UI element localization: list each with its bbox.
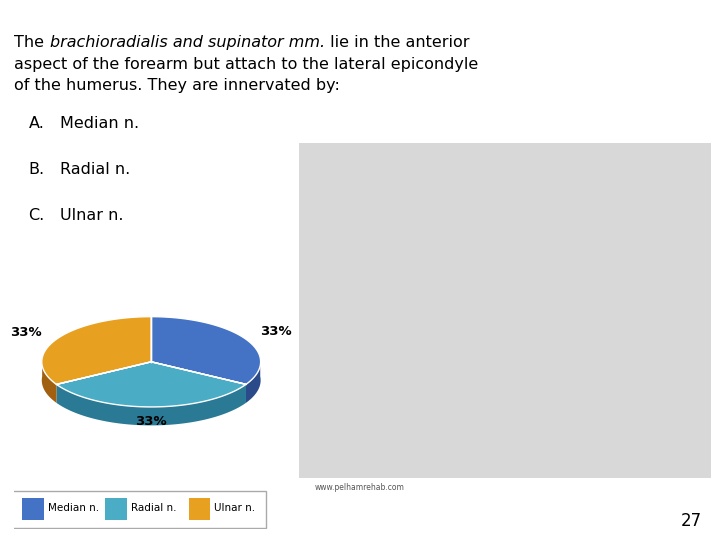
Polygon shape [42, 316, 151, 384]
Text: of the humerus. They are innervated by:: of the humerus. They are innervated by: [14, 78, 341, 93]
Text: The: The [14, 35, 50, 50]
Text: Median n.: Median n. [60, 116, 140, 131]
Polygon shape [56, 362, 246, 407]
Text: 27: 27 [681, 512, 703, 530]
Polygon shape [151, 316, 261, 384]
Text: Ulnar n.: Ulnar n. [60, 208, 124, 223]
Text: B.: B. [29, 162, 45, 177]
Text: brachioradialis and supinator mm.: brachioradialis and supinator mm. [50, 35, 325, 50]
Polygon shape [42, 358, 56, 403]
Text: aspect of the forearm but attach to the lateral epicondyle: aspect of the forearm but attach to the … [14, 57, 479, 72]
FancyBboxPatch shape [106, 498, 127, 521]
Polygon shape [246, 358, 261, 403]
Text: lie in the anterior: lie in the anterior [325, 35, 469, 50]
Text: Radial n.: Radial n. [131, 503, 176, 513]
Text: 33%: 33% [261, 326, 292, 339]
FancyBboxPatch shape [189, 498, 210, 521]
Polygon shape [56, 384, 246, 426]
Text: 33%: 33% [135, 415, 167, 428]
Text: A.: A. [29, 116, 45, 131]
Text: 33%: 33% [10, 326, 42, 339]
Text: Ulnar n.: Ulnar n. [215, 503, 256, 513]
Text: C.: C. [29, 208, 45, 223]
FancyBboxPatch shape [22, 498, 44, 521]
Text: Radial n.: Radial n. [60, 162, 130, 177]
Text: Median n.: Median n. [48, 503, 99, 513]
Text: www.pelhamrehab.com: www.pelhamrehab.com [314, 483, 404, 492]
